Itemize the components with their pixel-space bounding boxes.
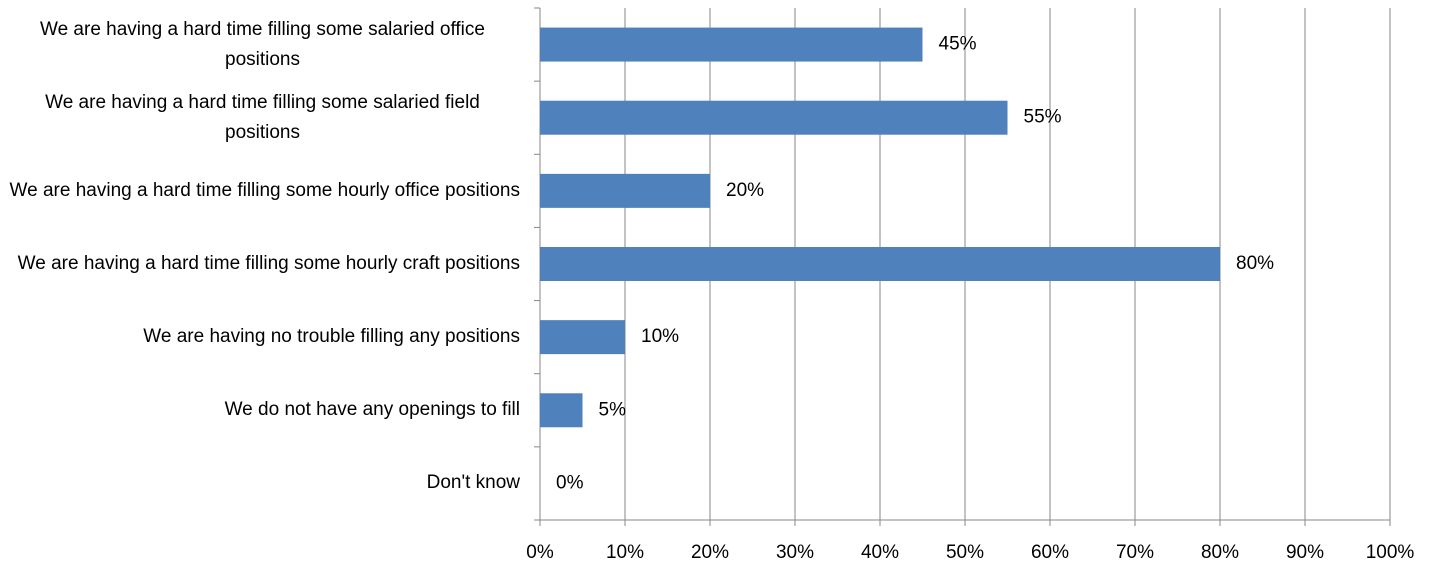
x-tick-label: 80%: [1201, 542, 1239, 563]
x-tick-label: 10%: [606, 542, 644, 563]
category-text: We are having a hard time filling some s…: [45, 91, 480, 143]
x-tick-label: 20%: [691, 542, 729, 563]
bar: [540, 320, 625, 355]
x-tick-label: 50%: [946, 542, 984, 563]
y-tick-label: We are having a hard time filling some s…: [0, 81, 520, 154]
x-tick-label: 0%: [526, 542, 554, 563]
category-text: We are having a hard time filling some s…: [40, 18, 485, 70]
y-tick-label: We are having a hard time filling some h…: [0, 227, 520, 300]
bar: [540, 247, 1220, 281]
bar: [540, 173, 710, 208]
category-text: We are having a hard time filling some h…: [9, 179, 520, 201]
y-tick-label: We are having a hard time filling some h…: [0, 154, 520, 227]
x-tick-label: 90%: [1286, 542, 1324, 563]
x-tick-label: 100%: [1366, 542, 1415, 563]
category-text: We are having a hard time filling some h…: [17, 252, 520, 274]
x-tick-label: 60%: [1031, 542, 1069, 563]
y-tick-label: We are having a hard time filling some s…: [0, 8, 520, 81]
category-text: Don't know: [426, 472, 520, 494]
data-label: 20%: [726, 180, 764, 201]
bar: [540, 27, 923, 62]
data-label: 45%: [939, 34, 977, 55]
y-tick-label: Don't know: [0, 447, 520, 520]
x-tick-label: 40%: [861, 542, 899, 563]
bar: [540, 393, 583, 428]
data-label: 5%: [599, 399, 627, 420]
data-label: 55%: [1024, 107, 1062, 128]
category-text: We do not have any openings to fill: [224, 399, 520, 421]
category-text: We are having no trouble filling any pos…: [143, 326, 520, 348]
x-tick-label: 70%: [1116, 542, 1154, 563]
data-label: 10%: [641, 326, 679, 347]
y-tick-label: We do not have any openings to fill: [0, 374, 520, 447]
x-tick-label: 30%: [776, 542, 814, 563]
data-label: 80%: [1236, 253, 1274, 274]
y-tick-label: We are having no trouble filling any pos…: [0, 301, 520, 374]
bar: [540, 100, 1008, 135]
data-label: 0%: [556, 472, 584, 493]
